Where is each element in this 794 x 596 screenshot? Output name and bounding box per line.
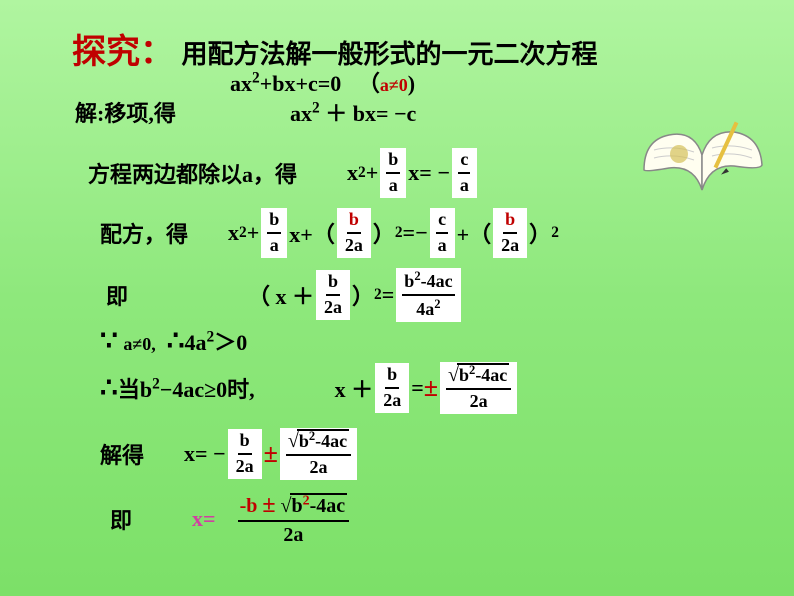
title-main: 探究： (72, 34, 174, 71)
eq-mid: +bx+c=0 (260, 71, 342, 96)
frac-b-2a5: b2a (228, 429, 262, 479)
frac-b-2a3: b2a (316, 270, 350, 320)
step6-row: ∴ 当b2−4ac≥0时, x ＋ b2a =± √b2-4ac 2a (100, 362, 519, 414)
eq-exp1: 2 (252, 70, 260, 87)
step3-row: 配方，得 x2 + ba x+（ b2a ）2 =− ca +（ b2a ）2 (100, 208, 559, 258)
frac-b-a1: ba (380, 148, 406, 198)
eq-cond-open: （ (358, 71, 380, 96)
step1-rhs: ax2 ＋ bx= −c (290, 96, 416, 128)
frac-b-a2: ba (261, 208, 287, 258)
frac-c-a: ca (452, 148, 477, 198)
eq-cond-close: ) (408, 71, 415, 96)
frac-sqrt-disc-2a1: √b2-4ac 2a (440, 362, 517, 414)
step8-row: 即 x= -b ± √b2-4ac 2a (110, 490, 357, 548)
step7-row: 解得 x= − b2a ± √b2-4ac 2a (100, 428, 359, 480)
step1-label: 解:移项,得 (75, 96, 176, 128)
equation-line: ax2+bx+c=0 （a≠0) (230, 66, 415, 98)
step8-label: 即 (110, 503, 132, 535)
step2-row: 方程两边都除以a，得 x2 + ba x= − ca (88, 148, 479, 198)
step5-row: ∵ a≠0, ∴4a2＞0 (100, 324, 247, 358)
frac-disc-4a2: b2-4ac 4a2 (396, 268, 460, 322)
step2-label: 方程两边都除以a，得 (88, 157, 297, 189)
book-icon (634, 110, 774, 200)
eq-cond: a≠0 (380, 75, 408, 95)
title-sub: 用配方法解一般形式的一元二次方程 (182, 40, 598, 69)
step3-label: 配方，得 (100, 217, 188, 249)
step6-cond: 当b2−4ac≥0时, (118, 372, 255, 404)
frac-sqrt-disc-2a2: √b2-4ac 2a (280, 428, 357, 480)
frac-b-2a4: b2a (375, 363, 409, 413)
step4-label: 即 (106, 279, 128, 311)
final-formula: -b ± √b2-4ac 2a (232, 490, 356, 548)
frac-b-2a1: b2a (337, 208, 371, 258)
step4-row: 即 （ x ＋ b2a ）2 = b2-4ac 4a2 (106, 268, 463, 322)
frac-b-2a2: b2a (493, 208, 527, 258)
eq-ax: ax (230, 71, 252, 96)
step7-label: 解得 (100, 438, 144, 470)
frac-c-a2: ca (430, 208, 455, 258)
step8-xeq: x= (192, 506, 216, 532)
